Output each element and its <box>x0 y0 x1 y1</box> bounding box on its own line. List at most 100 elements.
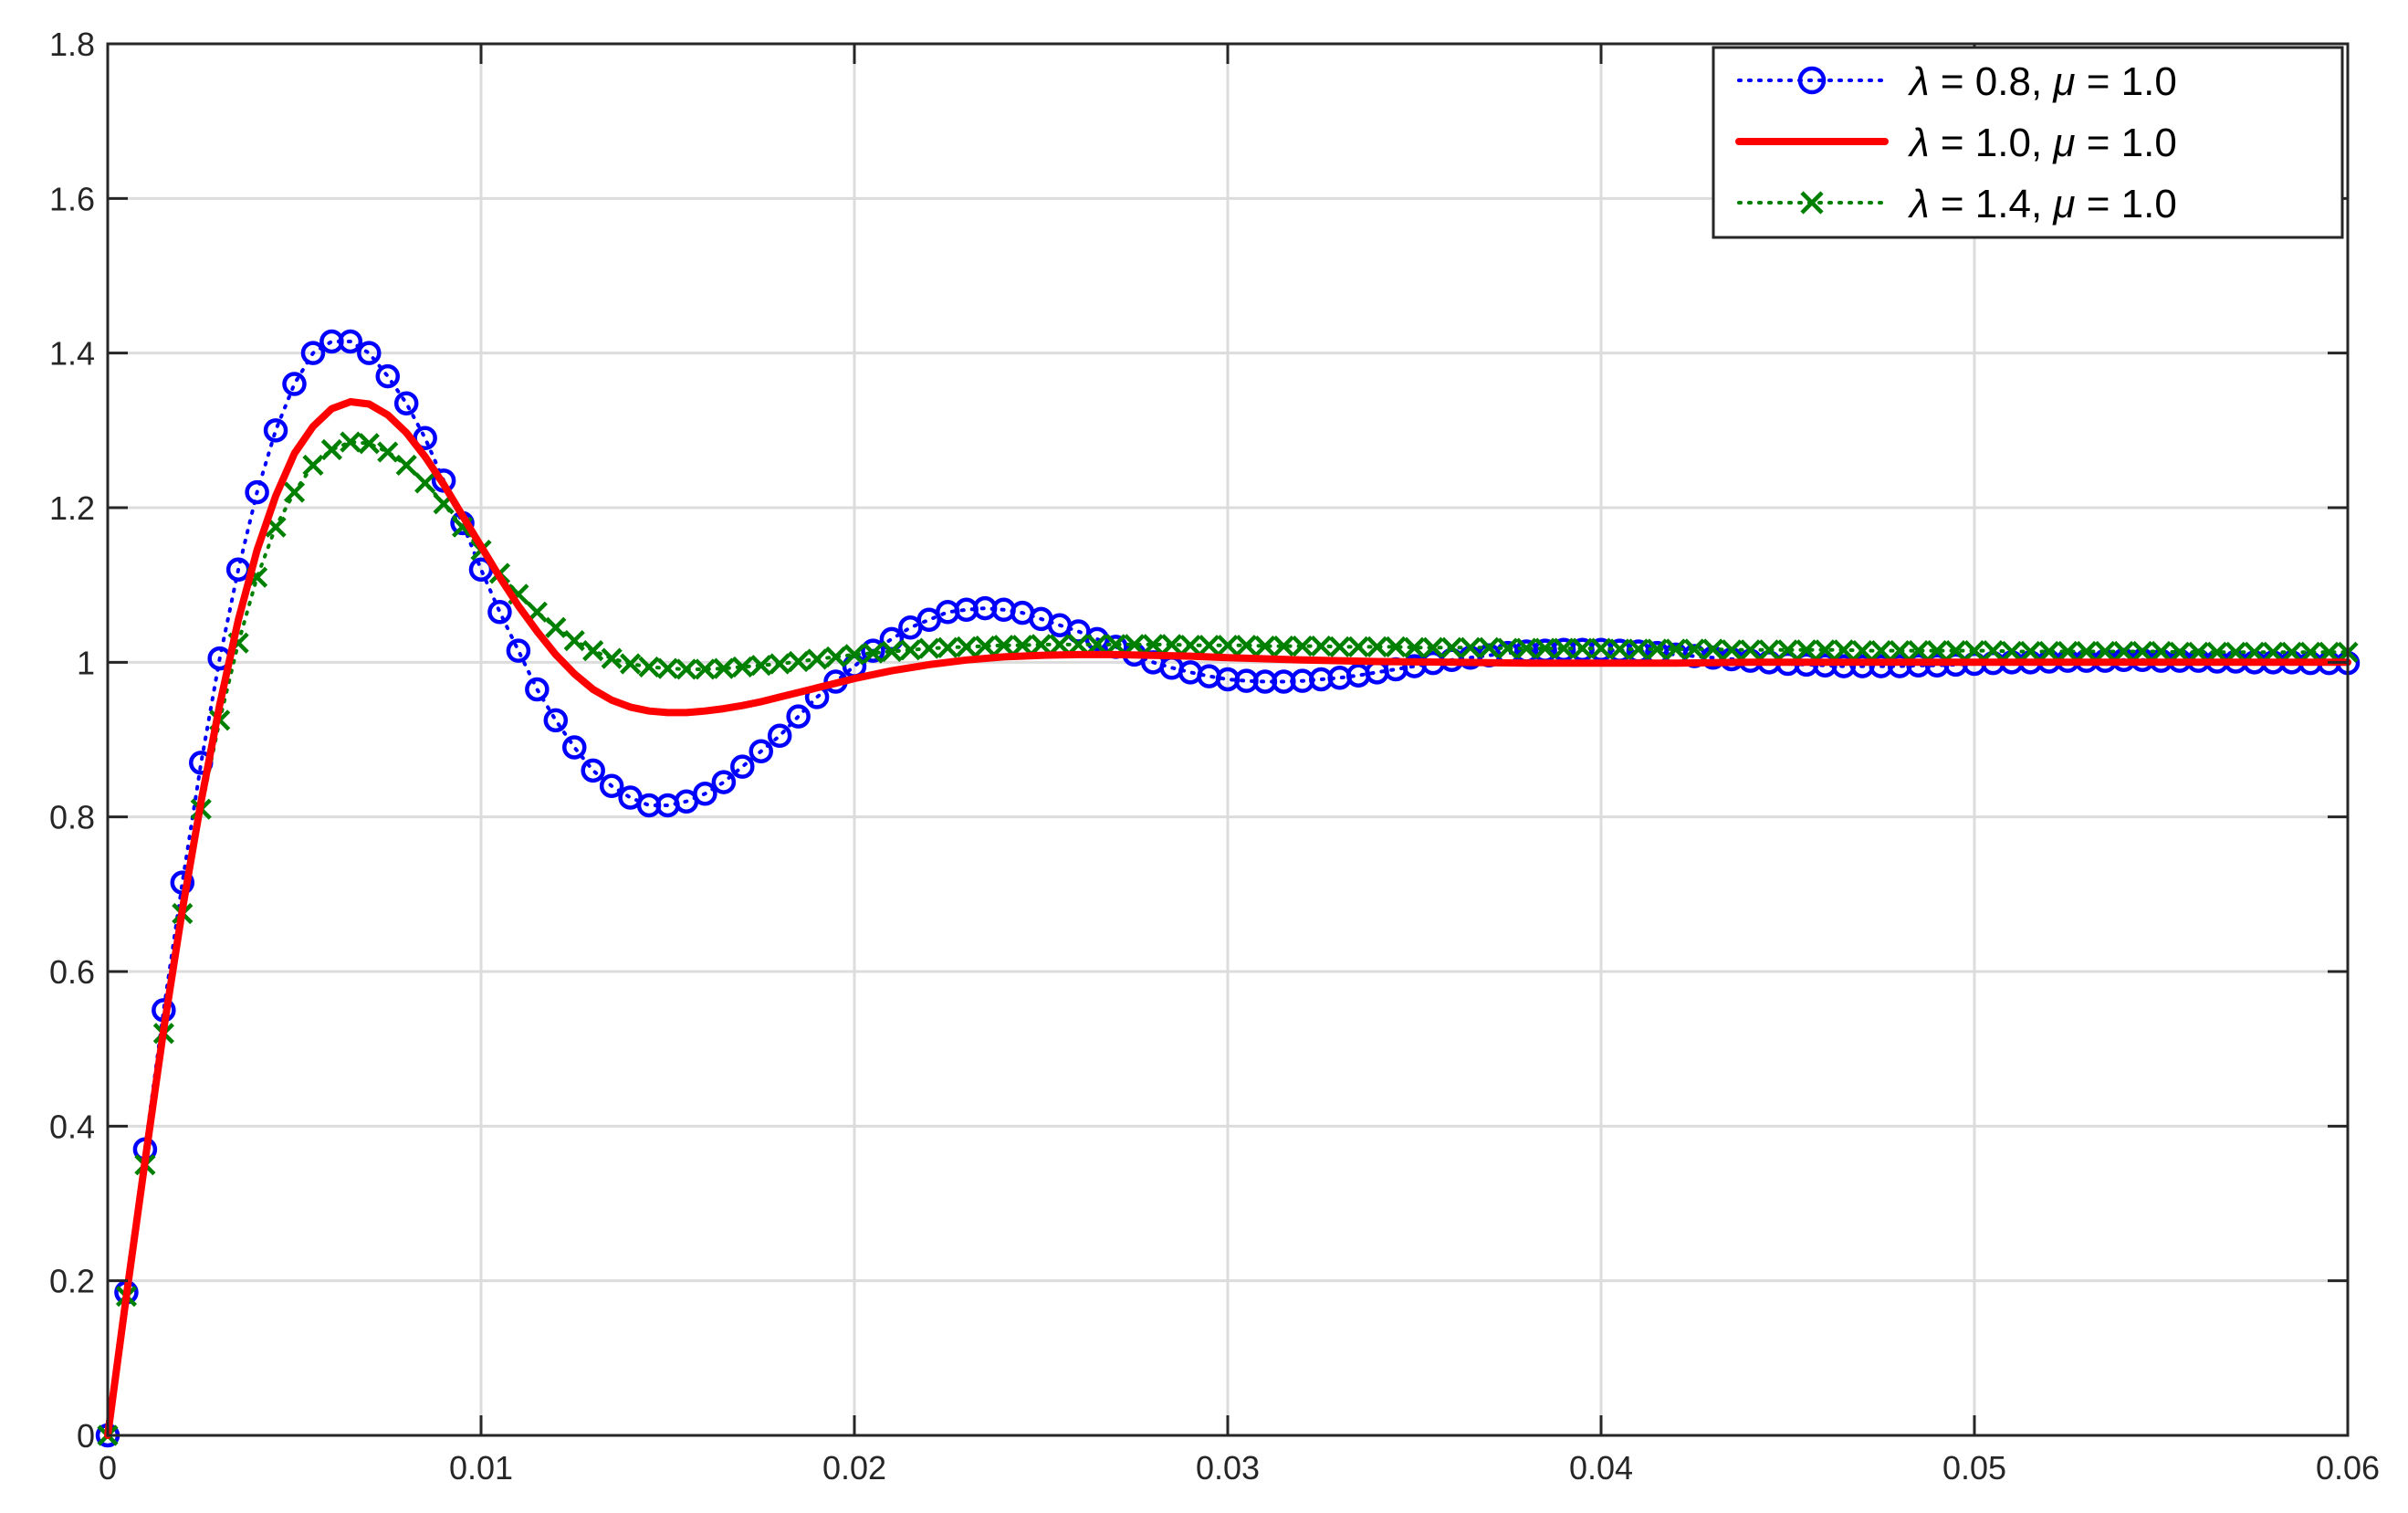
legend-label: λ = 1.4, μ = 1.0 <box>1908 182 2177 226</box>
circle-marker <box>786 704 811 729</box>
y-tick-label: 1.2 <box>49 489 95 527</box>
x-marker <box>563 630 585 652</box>
x-marker <box>1011 635 1033 657</box>
x-marker <box>1683 638 1705 660</box>
circle-marker <box>525 677 550 702</box>
x-marker <box>1758 639 1780 661</box>
x-marker <box>1908 640 1930 662</box>
circle-marker <box>506 638 531 663</box>
x-marker <box>1292 635 1314 657</box>
x-tick-label: 0.01 <box>449 1449 513 1487</box>
x-marker <box>1179 635 1201 657</box>
circle-marker <box>338 329 363 354</box>
x-marker <box>993 635 1015 657</box>
x-marker <box>1870 640 1892 662</box>
circle-marker <box>357 341 382 365</box>
x-tick-label: 0.05 <box>1942 1449 2006 1487</box>
x-marker <box>2244 641 2266 663</box>
x-marker <box>769 653 790 675</box>
x-marker <box>713 657 735 679</box>
x-marker <box>2057 640 2078 663</box>
x-marker <box>1553 637 1575 659</box>
x-marker <box>1067 634 1089 656</box>
circle-marker <box>300 341 326 365</box>
grid-lines <box>108 44 2348 1435</box>
x-marker <box>1926 640 1948 662</box>
x-marker <box>1721 639 1743 661</box>
x-marker <box>1086 634 1108 656</box>
legend-label: λ = 0.8, μ = 1.0 <box>1908 59 2177 104</box>
x-marker <box>1796 639 1817 661</box>
series-2 <box>97 431 2359 1446</box>
x-marker <box>395 454 417 477</box>
circle-marker <box>562 735 587 760</box>
x-marker <box>620 653 642 675</box>
x-marker <box>1534 637 1556 659</box>
x-marker <box>1030 634 1052 656</box>
legend: λ = 0.8, μ = 1.0 λ = 1.0, μ = 1.0 λ = 1.4,… <box>1712 46 2344 239</box>
x-marker <box>843 644 865 666</box>
x-marker <box>1646 638 1668 660</box>
x-marker <box>1590 637 1612 659</box>
x-marker <box>1385 636 1407 657</box>
x-marker <box>1198 635 1220 657</box>
x-marker <box>1440 636 1462 658</box>
x-marker <box>1161 634 1183 656</box>
x-marker <box>918 637 940 659</box>
legend-item: λ = 1.0, μ = 1.0 <box>1735 121 2177 165</box>
x-marker <box>788 650 810 673</box>
x-marker <box>2318 641 2340 663</box>
circle-marker <box>282 372 307 396</box>
x-marker <box>881 640 903 663</box>
x-marker <box>656 657 679 679</box>
circle-marker <box>393 391 419 415</box>
x-marker <box>1571 637 1594 659</box>
x-marker <box>2262 641 2284 663</box>
x-marker <box>1124 634 1146 656</box>
x-marker <box>750 655 772 677</box>
circle-marker <box>487 600 512 625</box>
x-marker <box>545 616 567 638</box>
x-marker <box>1814 639 1836 661</box>
circle-marker <box>767 723 792 749</box>
x-marker <box>2131 640 2153 663</box>
x-marker <box>2150 640 2172 663</box>
x-marker <box>2038 640 2060 663</box>
x-marker <box>1366 636 1388 657</box>
x-tick-label: 0.03 <box>1196 1449 1260 1487</box>
x-marker <box>862 642 885 664</box>
y-tick-label: 1 <box>77 644 95 681</box>
x-marker <box>824 646 847 667</box>
x-marker <box>1776 639 1799 661</box>
x-marker <box>2281 641 2303 663</box>
x-marker <box>2001 640 2023 663</box>
legend-marker <box>1800 191 1824 215</box>
x-marker <box>582 640 604 662</box>
x-marker <box>1497 637 1519 659</box>
x-marker <box>974 635 996 657</box>
x-marker <box>899 639 921 661</box>
x-marker <box>283 481 306 503</box>
circle-marker <box>543 708 569 733</box>
x-marker <box>2225 641 2246 663</box>
x-marker <box>1310 635 1332 657</box>
legend-item: λ = 1.4, μ = 1.0 <box>1737 182 2177 226</box>
x-marker <box>1329 636 1351 657</box>
x-marker <box>1142 634 1164 656</box>
y-tick-label: 0.6 <box>49 953 95 991</box>
x-marker <box>1254 635 1276 657</box>
x-marker <box>638 656 660 678</box>
x-marker <box>377 441 399 463</box>
x-marker <box>320 438 342 461</box>
x-marker <box>1944 640 1967 662</box>
x-marker <box>1422 636 1444 658</box>
y-tick-label: 1.4 <box>49 335 95 373</box>
x-marker <box>2019 640 2041 663</box>
x-marker <box>1235 635 1258 657</box>
legend-item: λ = 0.8, μ = 1.0 <box>1737 59 2177 104</box>
x-marker <box>956 636 978 657</box>
x-marker <box>1347 636 1369 657</box>
circle-marker <box>711 770 737 794</box>
x-marker <box>2206 641 2228 663</box>
